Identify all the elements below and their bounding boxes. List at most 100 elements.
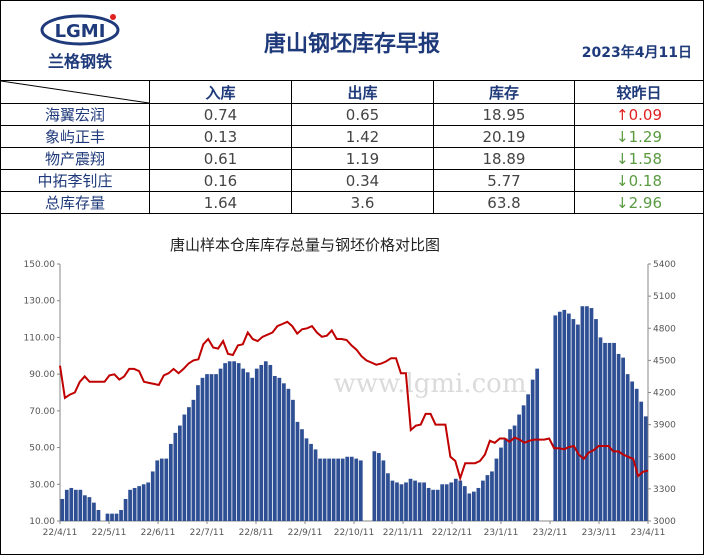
x-tick-label: 22/9/11 [288,528,323,538]
inventory-table: 入库 出库 库存 较昨日 海翼宏润 0.74 0.65 18.95 ↑0.09 象屿正丰 0… [0,80,704,214]
inventory-bar [354,458,359,521]
stock-value: 18.89 [433,147,575,170]
inventory-bar [155,460,160,521]
inventory-bar [630,381,635,521]
inventory-bar [236,363,241,521]
table-row: 中拓李钊庄 0.16 0.34 5.77 ↓0.18 [0,169,704,192]
inventory-bar [205,374,209,521]
inventory-bar [309,443,313,521]
inventory-bar [132,487,137,521]
inventory-bar [535,368,540,521]
inventory-bar [612,342,616,521]
inventory-bar [300,429,304,521]
inventory-bar [639,401,644,521]
inventory-bar [191,399,196,521]
inventory-bar [232,361,236,521]
in-value: 0.61 [149,147,292,170]
right-tick-label: 5400 [653,260,676,270]
inventory-bar [196,385,200,521]
inventory-bar [83,495,87,521]
inventory-price-chart: 唐山样本仓库库存总量与钢坯价格对比图 www.lgmi.com 10.00 30.… [24,236,677,538]
out-value: 1.42 [291,125,434,148]
in-value: 1.64 [149,191,292,214]
inventory-bar [331,458,336,521]
inventory-bar [159,458,164,521]
inventory-bar [146,482,151,521]
inventory-bar [571,319,576,521]
inventory-bar [214,374,218,521]
inventory-bar [431,489,436,521]
x-tick-label: 22/8/11 [239,528,274,538]
inventory-bar [73,489,78,521]
inventory-bar [182,414,187,521]
inventory-bar [286,388,291,521]
row-name: 总库存量 [0,191,150,214]
inventory-bar [607,342,612,521]
inventory-bar [263,361,268,521]
inventory-bar [78,489,83,521]
change-value: ↓1.29 [574,125,704,148]
inventory-bar [377,453,381,521]
col-header-in: 入库 [149,80,292,104]
in-value: 0.13 [149,125,292,148]
inventory-bar [241,368,246,521]
inventory-bar [598,337,603,521]
out-value: 3.6 [291,191,434,214]
inventory-bar [490,471,494,521]
inventory-bar [141,484,146,521]
inventory-bar [254,368,259,521]
inventory-bar [105,513,110,521]
inventory-bar [318,458,322,521]
watermark: www.lgmi.com [333,369,526,399]
inventory-bar [259,364,264,521]
table-header-row: 入库 出库 库存 较昨日 [0,80,704,104]
x-tick-label: 23/1/11 [484,528,519,538]
inventory-bar [395,482,399,521]
inventory-bar [304,438,309,521]
right-tick-label: 5100 [653,292,676,302]
inventory-bar [92,502,96,521]
right-tick-label: 4200 [653,389,676,399]
inventory-bar [150,471,155,521]
row-name: 物产震翔 [0,147,150,170]
inventory-bar [643,416,648,521]
inventory-bar [594,319,598,521]
left-tick-label: 150.00 [24,260,56,270]
inventory-bar [576,324,580,521]
stock-value: 63.8 [433,191,575,214]
inventory-bar [173,432,178,521]
stock-value: 5.77 [433,169,575,192]
inventory-bar [64,489,69,521]
corner-cell [0,80,150,104]
inventory-bar [178,425,182,521]
change-value: ↓2.96 [574,191,704,214]
x-tick-label: 22/4/11 [43,528,78,538]
inventory-bar [566,313,571,521]
inventory-bar [530,379,535,521]
x-tick-label: 22/10/11 [334,528,374,538]
inventory-bar [585,306,589,521]
inventory-bar [218,368,223,521]
inventory-bar [562,309,567,521]
change-value: ↓0.18 [574,169,704,192]
inventory-bar [128,489,132,521]
inventory-bar [110,513,114,521]
inventory-bar [223,363,227,521]
inventory-bar [603,342,607,521]
inventory-bar [340,458,345,521]
inventory-bar [272,375,277,521]
inventory-bar [245,372,250,521]
inventory-bar [137,486,142,521]
right-tick-label: 3000 [653,517,676,527]
inventory-bar [345,456,350,521]
inventory-bar [295,421,300,521]
change-value: ↑0.09 [574,103,704,126]
inventory-bar [499,447,503,521]
left-tick-label: 90.00 [29,370,55,380]
x-tick-label: 23/4/11 [631,528,666,538]
inventory-bar [621,357,625,521]
chart-title: 唐山样本仓库库存总量与钢坯价格对比图 [170,236,440,254]
left-tick-label: 70.00 [29,407,55,417]
stock-value: 20.19 [433,125,575,148]
inventory-bar [399,484,404,521]
